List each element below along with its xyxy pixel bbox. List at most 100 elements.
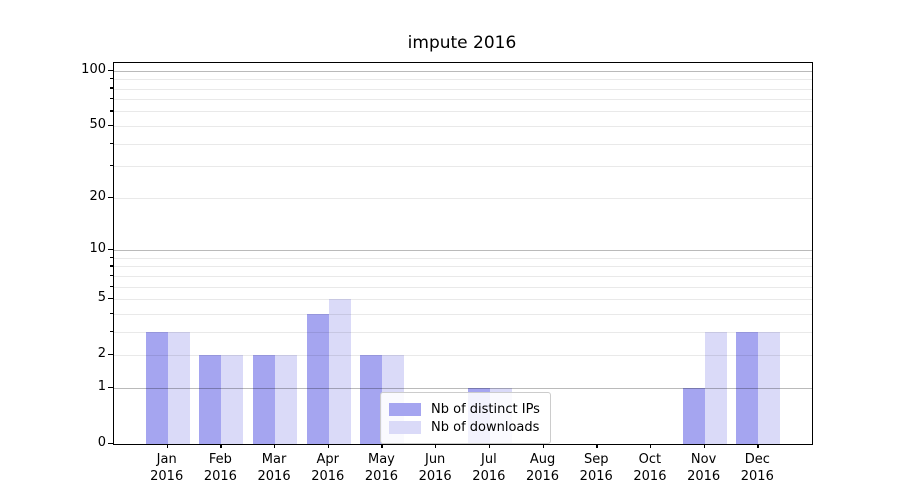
minor-gridline (114, 313, 812, 315)
x-tick-year: 2016 (257, 469, 291, 484)
y-tick-label: 20 (89, 188, 106, 204)
bar-may-distinct-ips (360, 355, 383, 444)
minor-gridline (114, 299, 812, 300)
x-tick-year: 2016 (525, 469, 560, 484)
x-tick-label-jul: Jul 2016 (459, 451, 519, 485)
minor-gridline (114, 275, 812, 277)
minor-gridline (114, 125, 812, 127)
x-tick-label-aug: Aug 2016 (513, 451, 573, 485)
x-tick-year: 2016 (311, 469, 345, 484)
x-tick-year: 2016 (364, 469, 398, 484)
y-minor-tick-mark (110, 78, 113, 80)
x-tick-label-jun: Jun 2016 (405, 451, 465, 485)
y-minor-tick-mark (110, 110, 113, 112)
x-tick-month: Dec (744, 452, 770, 467)
y-tick-label: 2 (97, 346, 106, 362)
bar-mar-downloads (275, 355, 298, 444)
legend-label-downloads: Nb of downloads (431, 419, 540, 435)
x-tick-month: Oct (638, 452, 662, 467)
y-minor-tick-mark (110, 196, 113, 198)
x-tick-label-may: May 2016 (351, 451, 411, 485)
x-tick-mark (166, 444, 168, 448)
chart-title: impute 2016 (407, 33, 517, 53)
x-tick-mark (649, 444, 652, 448)
minor-gridline (114, 197, 812, 199)
x-tick-label-apr: Apr 2016 (298, 451, 358, 485)
y-tick-mark (108, 443, 113, 445)
x-tick-label-sep: Sep 2016 (566, 451, 626, 485)
minor-gridline (114, 166, 812, 168)
x-tick-year: 2016 (687, 469, 721, 484)
y-minor-tick-mark (110, 124, 113, 127)
minor-gridline (114, 99, 812, 101)
x-tick-label-mar: Mar 2016 (244, 451, 304, 485)
x-tick-mark (435, 444, 437, 448)
x-tick-year: 2016 (579, 469, 613, 484)
minor-gridline (114, 286, 812, 288)
plot-area (113, 62, 813, 445)
x-tick-month: Nov (690, 452, 717, 467)
y-minor-tick-mark (110, 265, 113, 267)
legend: Nb of distinct IPs Nb of downloads (380, 392, 551, 444)
x-tick-mark (381, 444, 383, 448)
bar-apr-distinct-ips (306, 313, 329, 444)
y-minor-tick-mark (110, 87, 113, 89)
x-tick-month: Sep (583, 452, 609, 467)
x-tick-month: Mar (261, 452, 287, 467)
bar-mar-distinct-ips (253, 355, 276, 444)
x-tick-mark (327, 444, 330, 448)
y-tick-label: 10 (89, 241, 106, 256)
x-tick-label-oct: Oct 2016 (620, 451, 680, 485)
x-tick-label-jan: Jan 2016 (137, 451, 197, 485)
y-tick-mark (108, 249, 113, 251)
y-tick-label: 5 (97, 290, 106, 306)
y-tick-label: 1 (97, 378, 106, 394)
x-tick-month: Feb (208, 452, 232, 467)
y-minor-tick-mark (110, 285, 113, 287)
y-minor-tick-mark (110, 165, 113, 167)
x-tick-month: Jun (424, 452, 446, 467)
x-tick-mark (488, 444, 491, 448)
y-minor-tick-mark (110, 256, 113, 259)
bar-feb-distinct-ips (199, 355, 222, 444)
y-minor-tick-mark (110, 98, 113, 100)
y-minor-tick-mark (110, 330, 113, 333)
x-tick-month: Aug (529, 452, 556, 467)
minor-gridline (114, 88, 812, 90)
x-tick-month: Apr (316, 452, 340, 467)
bar-nov-downloads (704, 331, 727, 444)
x-tick-mark (220, 444, 222, 448)
y-minor-tick-mark (110, 312, 113, 315)
x-tick-label-nov: Nov 2016 (674, 451, 734, 485)
major-gridline (114, 70, 812, 72)
x-tick-year: 2016 (418, 469, 452, 484)
bar-nov-distinct-ips (682, 387, 705, 444)
y-minor-tick-mark (110, 142, 113, 144)
y-tick-label: 100 (81, 61, 106, 77)
x-tick-month: May (368, 452, 395, 467)
legend-item-downloads: Nb of downloads (389, 419, 540, 435)
legend-label-distinct-ips: Nb of distinct IPs (431, 401, 540, 417)
minor-gridline (114, 111, 812, 113)
y-tick-label: 50 (89, 116, 106, 132)
y-minor-tick-mark (110, 298, 113, 300)
x-tick-month: Jul (481, 452, 497, 467)
y-minor-tick-mark (110, 354, 113, 356)
x-tick-year: 2016 (740, 469, 774, 484)
x-tick-mark (703, 444, 705, 448)
bar-feb-downloads (221, 355, 244, 444)
x-tick-mark (596, 444, 598, 448)
x-tick-label-dec: Dec 2016 (727, 451, 787, 485)
minor-gridline (114, 257, 812, 259)
y-minor-tick-mark (110, 274, 113, 277)
major-gridline (114, 250, 812, 251)
x-tick-year: 2016 (203, 469, 237, 484)
bar-apr-downloads (328, 299, 351, 444)
y-tick-mark (108, 69, 113, 71)
legend-item-distinct-ips: Nb of distinct IPs (389, 401, 540, 417)
x-tick-mark (542, 444, 544, 448)
x-tick-mark (757, 444, 759, 448)
bar-jan-distinct-ips (145, 331, 168, 444)
bar-dec-downloads (758, 331, 781, 444)
